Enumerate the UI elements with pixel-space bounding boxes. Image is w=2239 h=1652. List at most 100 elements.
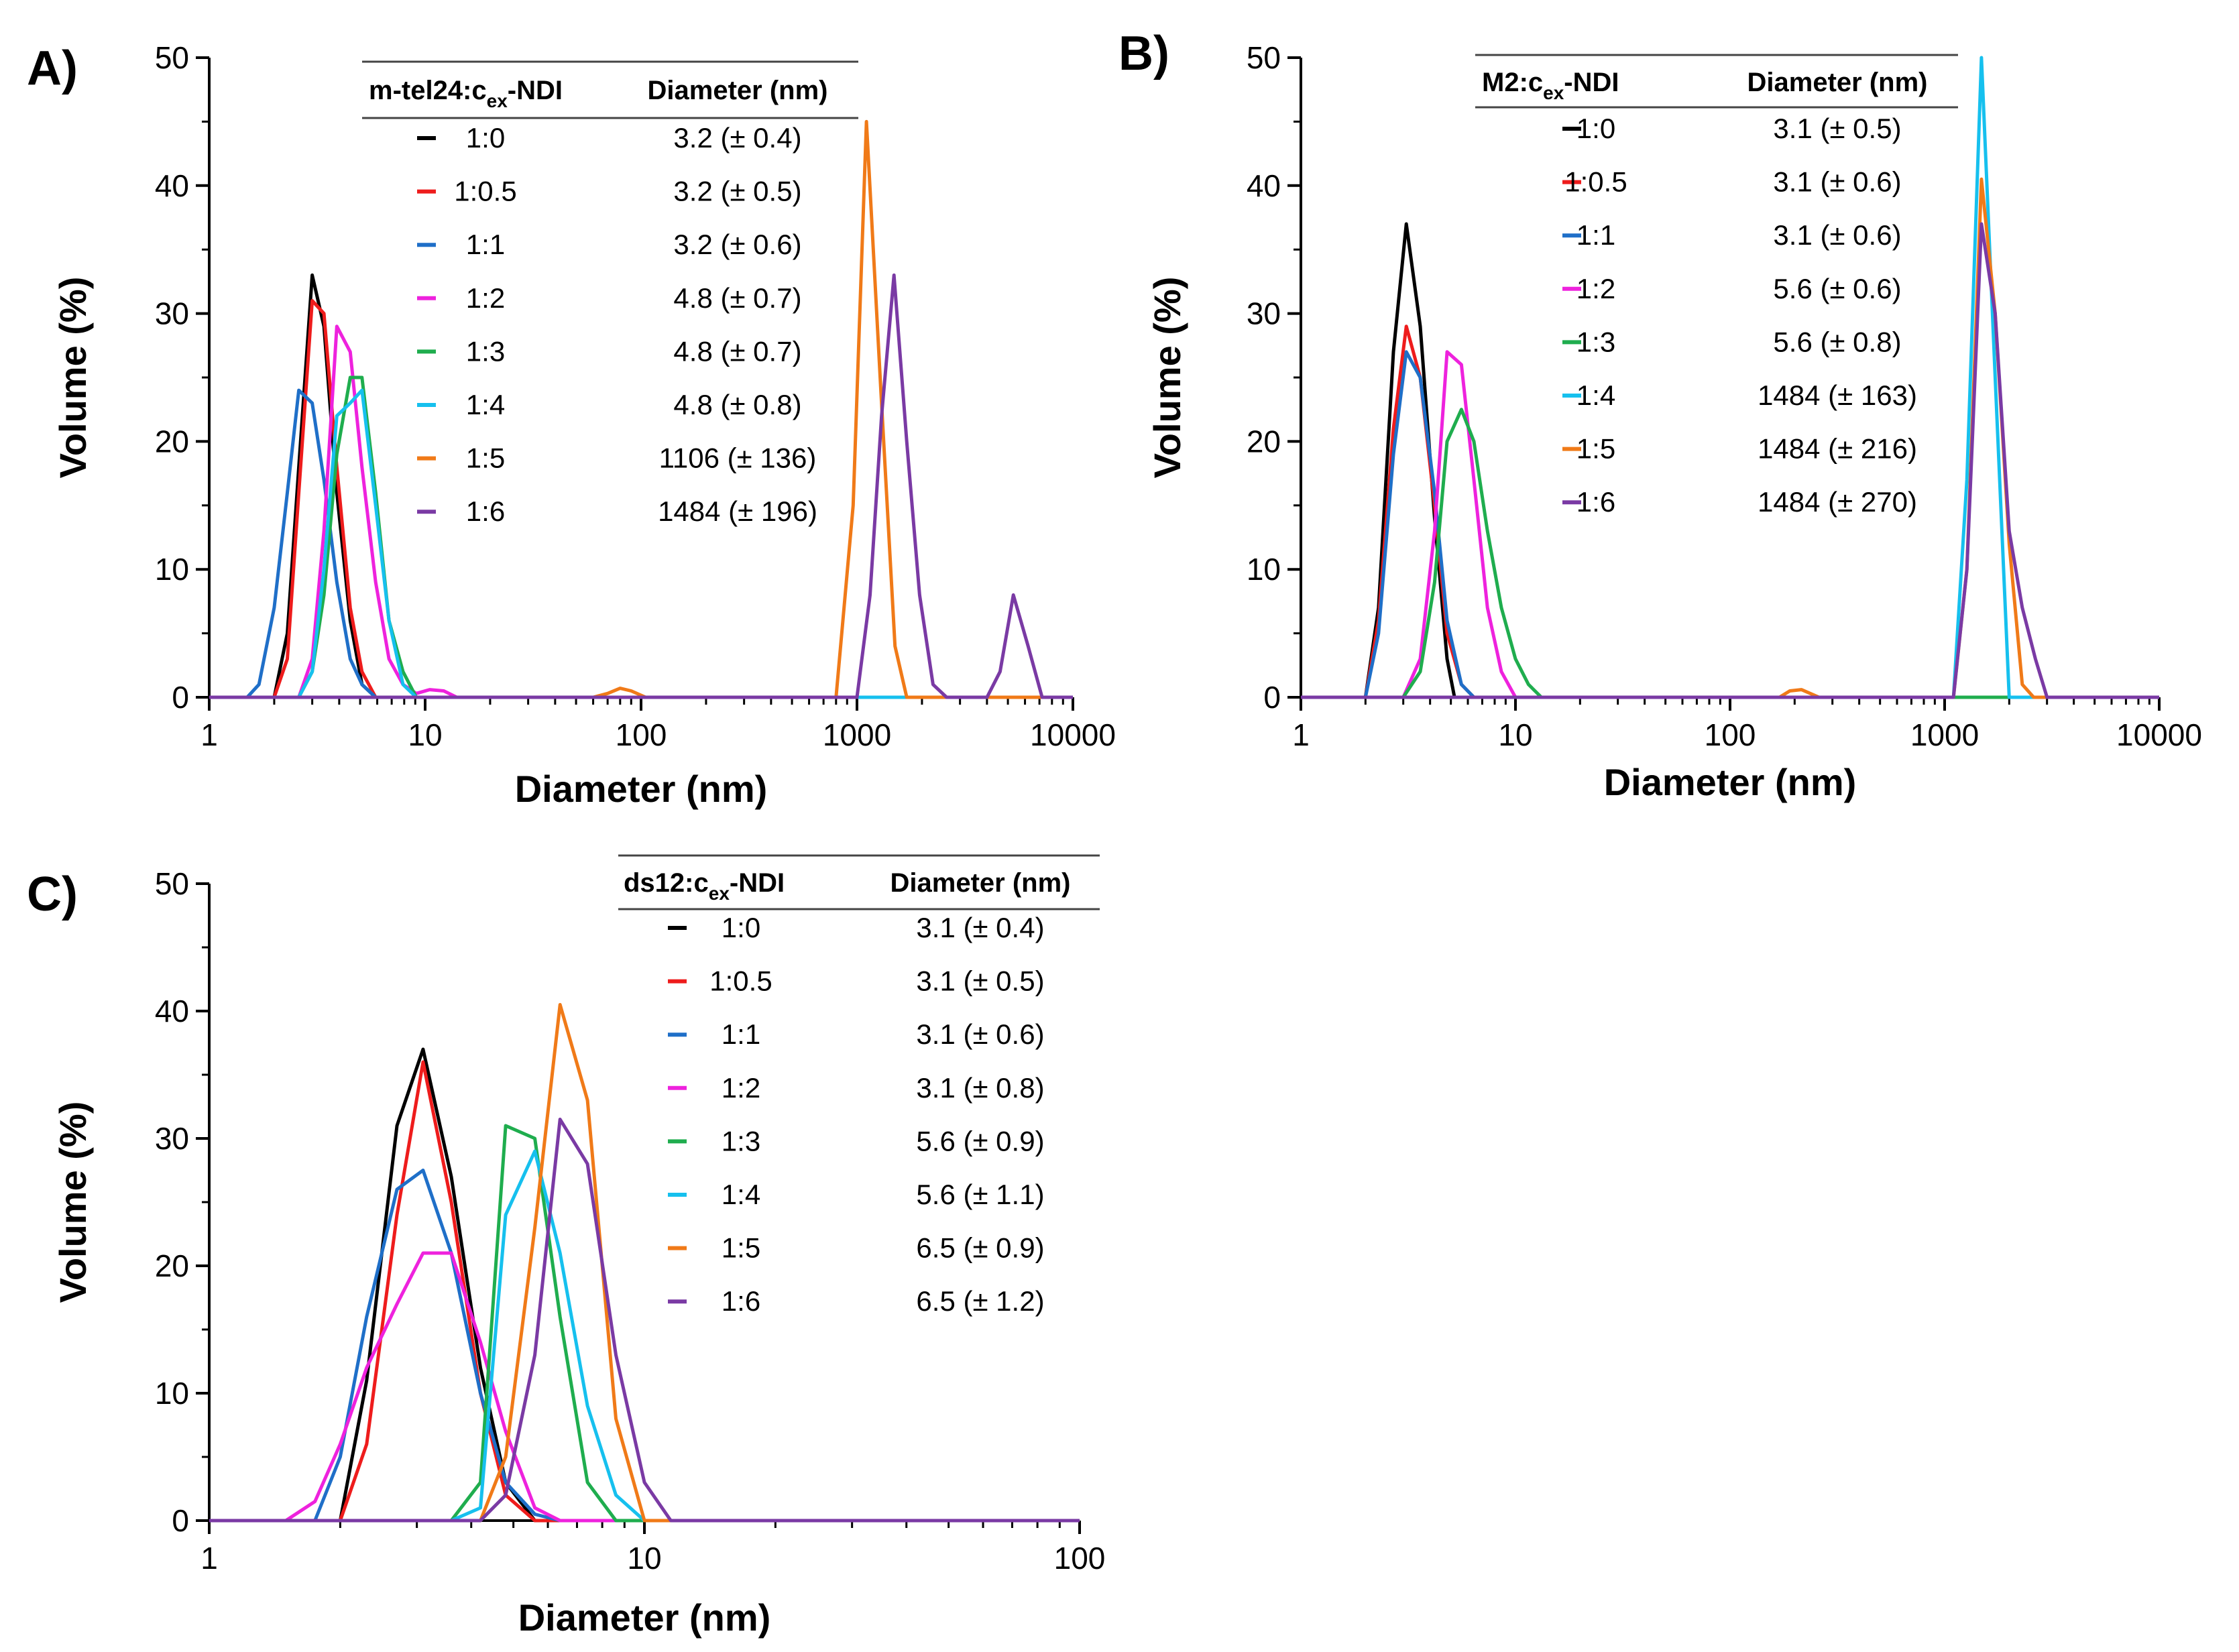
y-tick-label: 30 — [155, 296, 189, 331]
legend-ratio: 1:2 — [1576, 273, 1615, 304]
legend-diameter: 3.1 (± 0.6) — [916, 1018, 1044, 1050]
legend-ratio: 1:5 — [466, 442, 505, 474]
legend-ratio: 1:5 — [1576, 433, 1615, 465]
legend-diameter: 3.1 (± 0.5) — [1773, 113, 1901, 144]
x-axis-title: Diameter (nm) — [1604, 761, 1857, 803]
x-tick-label: 1000 — [823, 717, 891, 752]
panel-c: C) 0 10 20 30 40 50 1 10 100 Diameter (nm) Volume (… — [27, 854, 1106, 1639]
series-line-1-4 — [209, 388, 1073, 699]
legend-diameter: 5.6 (± 0.6) — [1773, 273, 1901, 304]
y-tick-label: 30 — [155, 1121, 189, 1156]
y-tick-label: 50 — [155, 866, 189, 901]
legend-diameter: 3.1 (± 0.8) — [916, 1072, 1044, 1104]
legend-diameter: 5.6 (± 0.8) — [1773, 326, 1901, 357]
legend-diameter: 1106 (± 136) — [659, 442, 817, 474]
y-tick-label: 50 — [1247, 40, 1281, 75]
legend-ratio: 1:6 — [466, 495, 505, 527]
y-tick-label: 0 — [1263, 680, 1281, 715]
y-tick-label: 10 — [155, 552, 189, 587]
x-tick-label: 100 — [1054, 1541, 1106, 1576]
y-tick-label: 20 — [1247, 424, 1281, 459]
legend-ratio: 1:0 — [1576, 113, 1615, 144]
legend-ratio: 1:3 — [1576, 326, 1615, 357]
legend-diameter: 1484 (± 270) — [1758, 486, 1917, 518]
legend-diameter: 5.6 (± 0.9) — [916, 1125, 1044, 1157]
legend-diameter: 3.2 (± 0.6) — [673, 229, 801, 260]
y-tick-label: 40 — [1247, 168, 1281, 203]
panel-b: B) 0 10 20 30 40 50 1 10 100 1000 10000 Diameter (nm… — [1118, 27, 2202, 803]
legend-ratio: 1:2 — [466, 282, 505, 314]
x-tick-label: 10 — [1498, 717, 1532, 752]
legend-ratio: 1:1 — [466, 229, 505, 260]
panel-a: A) 0 10 20 30 40 50 1 10 100 1000 10000 Diameter (nm… — [27, 40, 1116, 810]
legend-diameter-header: Diameter (nm) — [1747, 68, 1928, 97]
legend-diameter: 3.2 (± 0.4) — [673, 122, 801, 154]
series-line-1-6 — [209, 273, 1073, 699]
legend-diameter: 5.6 (± 1.1) — [916, 1179, 1044, 1210]
x-tick-label: 1 — [200, 1541, 218, 1576]
y-tick-label: 40 — [155, 168, 189, 203]
legend-ratio: 1:4 — [722, 1179, 760, 1210]
y-tick-label: 0 — [172, 680, 189, 715]
x-tick-label: 10 — [627, 1541, 661, 1576]
y-axis-title: Volume (%) — [52, 1102, 94, 1303]
series-line-1-4 — [209, 1149, 1080, 1523]
series-line-1-2 — [1301, 350, 2159, 699]
legend-ratio: 1:4 — [466, 389, 505, 420]
panel-label: B) — [1118, 27, 1169, 80]
legend-ratio: 1:3 — [466, 335, 505, 367]
plot-area — [209, 1003, 1080, 1523]
plot-area — [1301, 56, 2159, 699]
legend-ratio: 1:0.5 — [454, 176, 516, 207]
series-line-1-6 — [209, 1118, 1080, 1523]
x-tick-label: 10000 — [2116, 717, 2202, 752]
legend-diameter: 4.8 (± 0.7) — [673, 335, 801, 367]
series-line-1-1 — [1301, 350, 2159, 699]
legend-table: m-tel24:cex-NDI Diameter (nm) 1:0 3.2 (± 0.… — [362, 60, 858, 527]
y-tick-label: 0 — [172, 1503, 189, 1538]
legend-diameter: 3.1 (± 0.6) — [1773, 166, 1901, 198]
y-tick-label: 10 — [155, 1376, 189, 1411]
x-tick-label: 1 — [200, 717, 218, 752]
legend-diameter: 1484 (± 216) — [1758, 433, 1917, 465]
legend-ratio: 1:6 — [722, 1285, 760, 1317]
legend-ratio-header: ds12:cex-NDI — [624, 868, 785, 904]
x-tick-label: 10 — [408, 717, 442, 752]
y-axis-title: Volume (%) — [1146, 277, 1188, 479]
series-line-1-4 — [1301, 56, 2159, 699]
legend-ratio: 1:0.5 — [709, 965, 772, 997]
series-line-1-2 — [209, 324, 1073, 699]
legend-ratio-header: m-tel24:cex-NDI — [369, 76, 563, 111]
x-axis-title: Diameter (nm) — [518, 1596, 771, 1639]
legend-diameter: 4.8 (± 0.7) — [673, 282, 801, 314]
legend-diameter: 1484 (± 163) — [1758, 379, 1917, 411]
legend-table: ds12:cex-NDI Diameter (nm) 1:0 3.1 (± 0.4) 1… — [618, 854, 1100, 1317]
x-tick-label: 100 — [1705, 717, 1756, 752]
legend-ratio-header: M2:cex-NDI — [1482, 68, 1619, 103]
series-line-1-0.5 — [209, 1060, 1080, 1523]
legend-ratio: 1:0 — [722, 912, 760, 943]
y-tick-label: 30 — [1247, 296, 1281, 331]
x-tick-label: 10000 — [1030, 717, 1116, 752]
legend-ratio: 1:0.5 — [1564, 166, 1627, 198]
legend-diameter: 3.1 (± 0.5) — [916, 965, 1044, 997]
legend-diameter: 3.1 (± 0.6) — [1773, 219, 1901, 251]
x-tick-label: 1000 — [1910, 717, 1979, 752]
series-line-1-3 — [1301, 408, 2159, 699]
panel-label: A) — [27, 42, 78, 95]
series-line-1-0 — [209, 1047, 1080, 1523]
x-tick-label: 100 — [616, 717, 667, 752]
legend-diameter-header: Diameter (nm) — [891, 868, 1071, 898]
legend-diameter: 6.5 (± 1.2) — [916, 1285, 1044, 1317]
legend-ratio: 1:2 — [722, 1072, 760, 1104]
x-axis-title: Diameter (nm) — [515, 768, 768, 810]
legend-ratio: 1:5 — [722, 1232, 760, 1264]
series-line-1-0.5 — [209, 299, 1073, 699]
legend-ratio: 1:1 — [1576, 219, 1615, 251]
legend-diameter: 4.8 (± 0.8) — [673, 389, 801, 420]
legend-ratio: 1:4 — [1576, 379, 1615, 411]
y-axis-title: Volume (%) — [52, 277, 94, 479]
series-line-1-3 — [209, 375, 1073, 699]
series-line-1-1 — [209, 388, 1073, 699]
